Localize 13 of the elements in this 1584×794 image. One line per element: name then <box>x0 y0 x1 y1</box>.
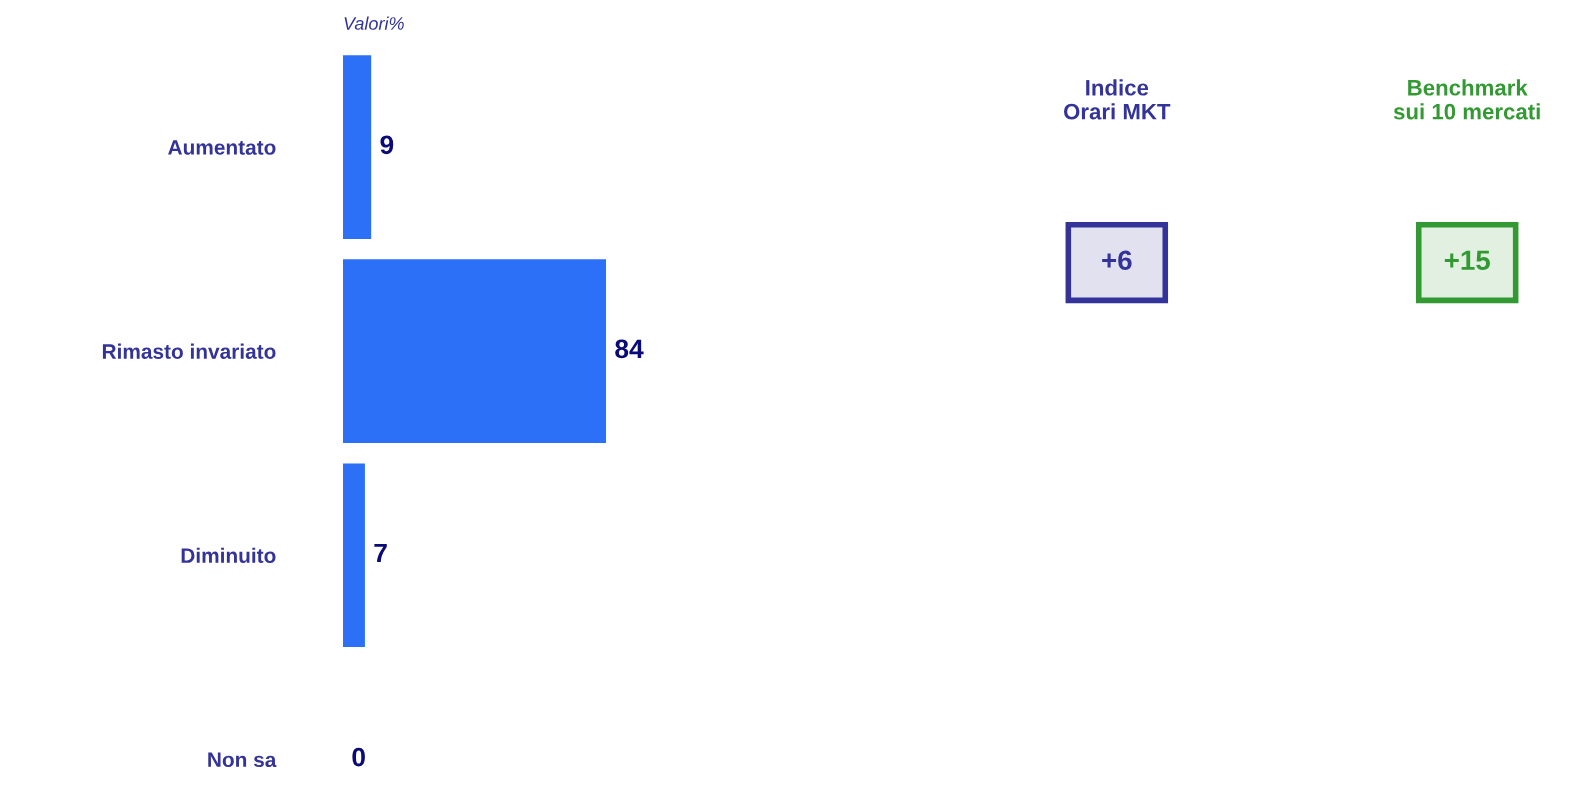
category-label: Indice Orari MKT <box>1064 79 1171 120</box>
y-tick-label: Diminuito <box>181 547 276 563</box>
data-label: 84 <box>615 339 644 359</box>
y-tick-label: Rimasto invariato <box>102 343 276 359</box>
data-label: 7 <box>374 543 387 563</box>
category-label: Benchmark sui 10 mercati <box>1393 79 1540 120</box>
text: Valori% <box>344 16 404 30</box>
y-tick-label: Non sa <box>208 752 277 768</box>
text: +15 <box>1444 250 1490 271</box>
data-label: 0 <box>352 747 365 767</box>
y-tick-label: Aumentato <box>168 140 276 155</box>
text: +6 <box>1102 250 1132 271</box>
data-label: 9 <box>380 135 394 155</box>
